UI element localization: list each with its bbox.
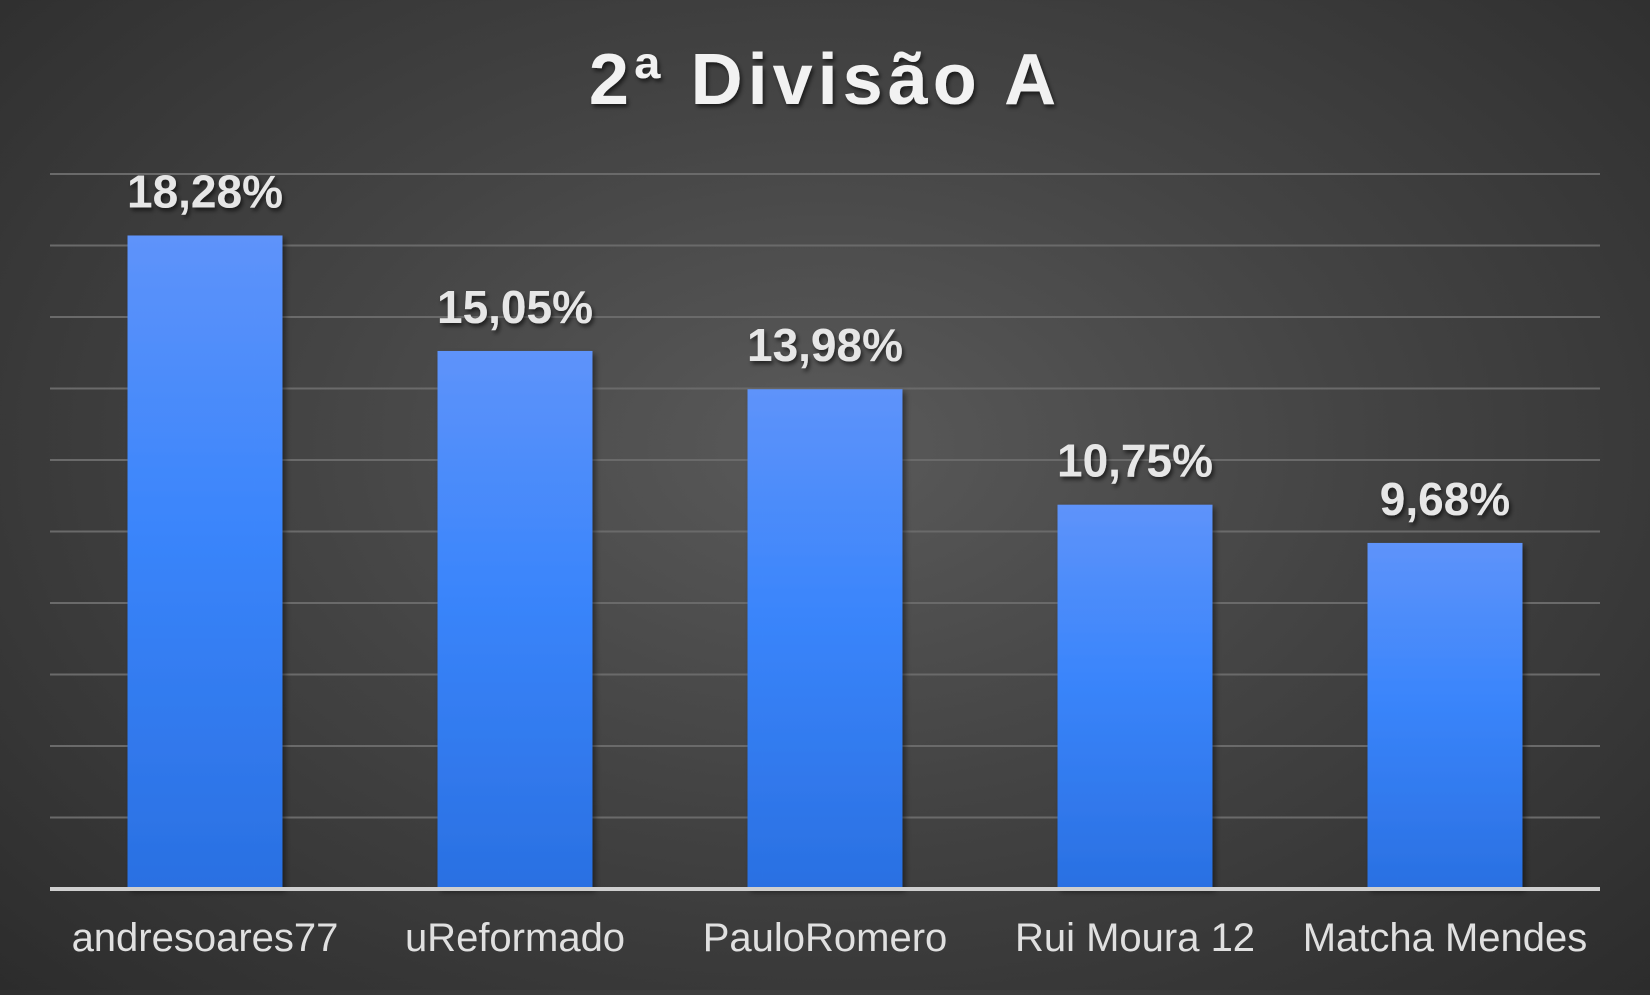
bar [747,389,903,889]
data-label: 18,28% [127,165,283,217]
data-label: 13,98% [747,319,903,371]
category-label: Matcha Mendes [1303,916,1588,960]
bar [1057,504,1213,889]
category-labels: andresoares77 uReformado PauloRomero Rui Mo… [72,916,1588,960]
bar [127,235,283,890]
category-label: Rui Moura 12 [1015,916,1255,960]
chart-title: 2ª Divisão A [589,40,1061,120]
data-label: 15,05% [437,281,593,333]
data-labels: 18,28% 15,05% 13,98% 10,75% 9,68% [127,165,1510,524]
bars [127,235,1523,890]
category-label: uReformado [405,916,625,960]
bar [437,350,593,889]
data-label: 10,75% [1057,435,1213,487]
data-label: 9,68% [1380,473,1510,525]
category-label: PauloRomero [703,916,948,960]
bar [1367,542,1523,889]
category-label: andresoares77 [72,916,339,960]
